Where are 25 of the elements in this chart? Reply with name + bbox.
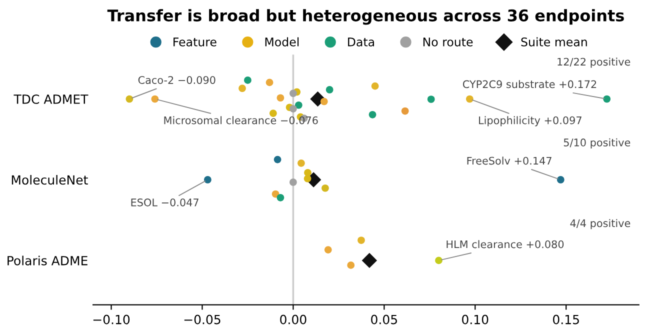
y-tick-label: TDC ADMET [14,94,88,104]
annotation: 5/10 positive [564,138,630,148]
chart-title: Transfer is broad but heterogeneous across 36 endpoints [107,9,624,25]
legend-label: No route [423,38,473,46]
x-tick-label: −0.10 [93,314,130,324]
annotation: CYP2C9 substrate +0.172 [462,80,596,88]
annotation: Microsomal clearance −0.076 [164,116,318,124]
annotation: 12/22 positive [558,58,630,68]
y-tick-label: Polaris ADME [8,256,88,266]
annotation: Lipophilicity +0.097 [479,116,582,126]
annotation: FreeSolv +0.147 [467,156,552,165]
x-tick-label: 0.10 [462,314,488,324]
annotation: HLM clearance +0.080 [446,240,564,248]
annotation: 4/4 positive [570,219,630,230]
x-tick-label: 0.00 [280,314,306,324]
legend-label: Data [348,38,374,46]
y-tick-label: MoleculeNet [12,174,88,185]
x-tick-label: −0.05 [184,314,220,324]
annotation: ESOL −0.047 [131,198,198,206]
legend-label: Suite mean [521,37,587,46]
annotation: Caco-2 −0.090 [138,76,216,84]
x-tick-label: 0.15 [553,314,579,324]
x-tick-label: 0.05 [371,314,397,324]
legend-label: Feature [174,38,216,46]
legend-label: Model [265,37,299,46]
